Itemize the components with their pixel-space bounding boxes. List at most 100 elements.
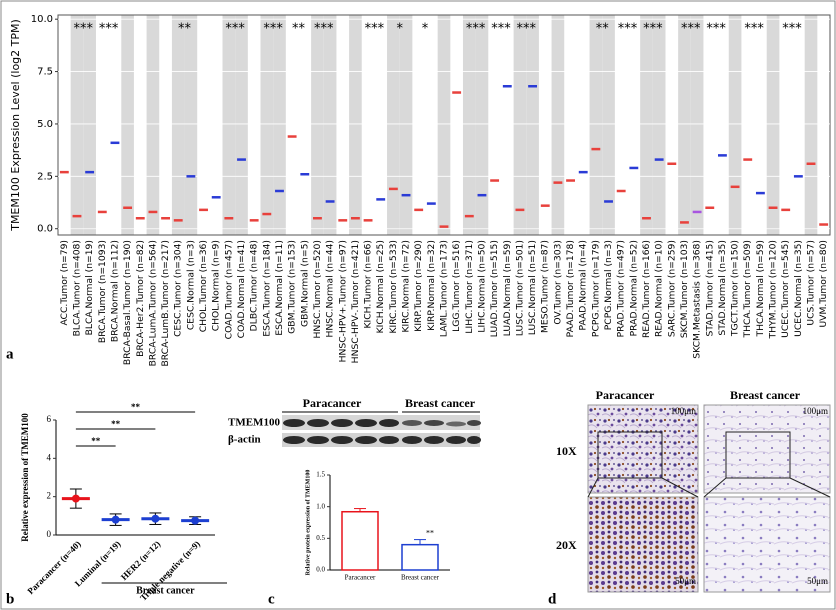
x-tick-label: BRCA-Her2.Tumor (n=82)	[135, 240, 146, 357]
ihc-row: 10X	[556, 444, 577, 458]
blot-group: Paracancer	[303, 396, 362, 410]
significance: **	[131, 402, 141, 412]
group-shade	[323, 15, 337, 235]
significance: ***	[782, 22, 802, 37]
group-shade	[146, 15, 160, 235]
scale-bar-label: 100μm	[803, 406, 828, 416]
x-tick-label: LUSC.Tumor (n=501)	[514, 240, 525, 336]
y-tick-label: 7.5	[37, 67, 53, 78]
x-tick-label: ACC.Tumor (n=79)	[59, 240, 70, 326]
zoom-line	[789, 477, 831, 498]
group-shade	[804, 15, 818, 235]
significance: ***	[706, 22, 726, 37]
x-tick-label: KICH.Tumor (n=66)	[363, 240, 374, 329]
x-tick-label: UCEC.Normal (n=35)	[793, 240, 804, 337]
x-tick-label: KIRP.Normal (n=32)	[426, 240, 437, 331]
x-tick-label: UVM.Tumor (n=80)	[818, 240, 829, 328]
x-tick-label: CHOL.Tumor (n=36)	[198, 240, 209, 332]
significance: ***	[491, 22, 511, 37]
x-tick-label: PCPG.Tumor (n=179)	[590, 240, 601, 337]
blot-protein: β-actin	[228, 434, 261, 446]
y-tick-label: 6	[47, 414, 52, 424]
x-tick-label: THCA.Normal (n=59)	[755, 240, 766, 338]
x-tick-label: BRCA.Normal (n=112)	[109, 240, 120, 342]
x-tick-label: HNSC.Normal (n=44)	[325, 240, 336, 338]
significance: **	[426, 528, 434, 537]
significance: ***	[365, 22, 385, 37]
group-shade	[349, 15, 362, 235]
significance: ***	[99, 22, 119, 37]
group-shade	[121, 15, 134, 235]
significance: ***	[314, 22, 334, 37]
zoom-box	[725, 431, 791, 479]
y-tick-label: 5.0	[37, 119, 53, 130]
significance: **	[292, 22, 306, 37]
y-tick-label: 0.0	[37, 224, 53, 235]
significance: ***	[517, 22, 537, 37]
x-tick-label: KIRC.Normal (n=72)	[401, 240, 412, 333]
x-tick-label: SARC.Tumor (n=259)	[666, 240, 677, 337]
ihc-image	[587, 404, 699, 494]
y-tick-label: 0.5	[316, 534, 325, 542]
group-shade	[70, 15, 84, 235]
x-tick-label: HNSC-HPV-.Tumor (n=421)	[350, 240, 361, 363]
y-tick-label: 2	[47, 491, 52, 501]
y-axis-label: Relative expression of TMEM100	[20, 413, 30, 542]
group-shade	[184, 15, 198, 235]
y-tick-label: 0	[47, 529, 52, 539]
zoom-line	[703, 477, 727, 498]
x-tick-label: LIHC.Tumor (n=371)	[464, 240, 475, 334]
panel-letter: d	[548, 591, 557, 607]
panel-letter: a	[6, 346, 14, 362]
x-tick-label: ESCA.Tumor (n=184)	[261, 240, 272, 337]
x-tick-label: LUSC.Normal (n=51)	[527, 240, 538, 335]
y-tick-label: 2.5	[37, 171, 53, 182]
group-shade	[462, 15, 476, 235]
x-tick-label: BLCA.Normal (n=19)	[84, 240, 95, 335]
x-tick-label: COAD.Normal (n=41)	[236, 240, 247, 338]
x-tick-label: PAAD.Normal (n=4)	[578, 240, 589, 330]
x-tick-label: LUAD.Tumor (n=515)	[489, 240, 500, 337]
ihc-column: Paracancer	[596, 388, 655, 402]
y-tick-label: 10.0	[31, 14, 53, 25]
x-tick-label: CESC.Normal (n=3)	[185, 240, 196, 330]
significance: **	[596, 22, 610, 37]
significance: **	[91, 436, 101, 446]
x-tick-label: CHOL.Normal (n=9)	[211, 240, 222, 331]
x-tick-label: MESO.Tumor (n=87)	[540, 240, 551, 333]
group-shade	[222, 15, 236, 235]
x-tick-label: HER2 (n=12)	[119, 539, 162, 582]
x-tick-label: DLBC.Tumor (n=48)	[249, 240, 260, 331]
significance: ***	[263, 22, 283, 37]
panel-letter: c	[268, 591, 275, 607]
x-tick-label: BRCA.Tumor (n=1093)	[97, 240, 108, 343]
significance: ***	[744, 22, 764, 37]
mean-dot	[151, 514, 160, 523]
group-shade	[387, 15, 400, 235]
x-tick-label: STAD.Normal (n=35)	[717, 240, 728, 336]
y-tick-label: 4	[47, 452, 52, 462]
group-shade	[171, 15, 185, 235]
group-shade	[437, 15, 451, 235]
x-tick-label: HNSC-HPV+.Tumor (n=97)	[337, 240, 348, 362]
group-shade	[260, 15, 274, 235]
y-tick-label: 1.0	[316, 502, 325, 510]
zoom-line	[587, 477, 599, 498]
x-tick-label: TGCT.Tumor (n=150)	[730, 240, 741, 337]
significance: **	[111, 419, 121, 429]
x-tick-label: THYM.Tumor (n=120)	[768, 240, 779, 340]
significance: ***	[643, 22, 663, 37]
ihc-row: 20X	[556, 538, 577, 552]
group-shade	[766, 15, 780, 235]
mean-dot	[111, 515, 120, 524]
group-shade	[678, 15, 691, 235]
group-shade	[311, 15, 324, 235]
group-shade	[690, 15, 704, 235]
x-tick-label: BRCA-LumB.Tumor (n=217)	[160, 240, 171, 367]
group-shade	[273, 15, 286, 235]
western-blot: Paracancer Breast cancer TMEM100 β-actin	[228, 396, 481, 447]
significance: ***	[681, 22, 701, 37]
group-shade	[589, 15, 603, 235]
group-shade	[652, 15, 666, 235]
